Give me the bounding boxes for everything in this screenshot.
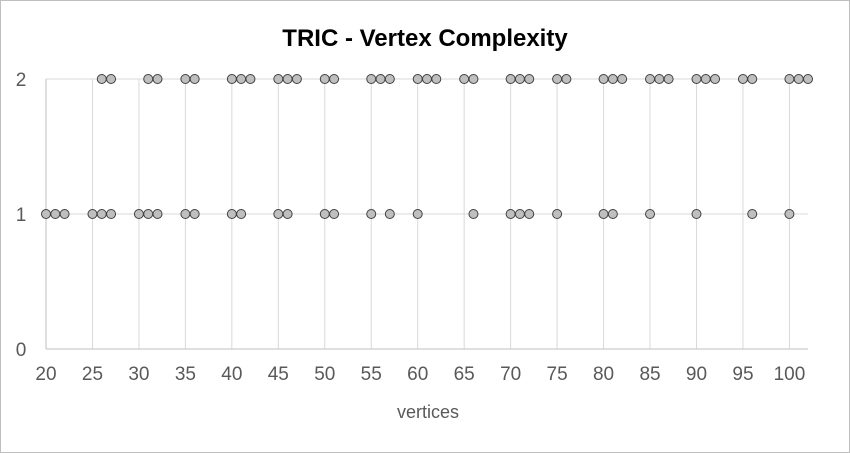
x-tick-label: 90 bbox=[686, 364, 707, 385]
data-point bbox=[747, 74, 758, 84]
data-point bbox=[645, 74, 656, 84]
x-tick-label: 60 bbox=[407, 364, 428, 385]
x-tick-label: 25 bbox=[82, 364, 103, 385]
data-point bbox=[282, 74, 293, 84]
data-point bbox=[319, 74, 330, 84]
x-tick-label: 100 bbox=[774, 364, 806, 385]
x-tick-label: 20 bbox=[35, 364, 56, 385]
data-point bbox=[180, 74, 191, 84]
data-point bbox=[226, 209, 237, 219]
y-tick-label: 0 bbox=[16, 340, 27, 361]
data-point bbox=[700, 74, 711, 84]
data-point bbox=[691, 209, 702, 219]
data-point bbox=[793, 74, 804, 84]
data-point bbox=[59, 209, 70, 219]
data-point bbox=[133, 209, 144, 219]
data-point bbox=[366, 209, 377, 219]
data-point bbox=[41, 209, 51, 219]
x-tick-label: 95 bbox=[732, 364, 753, 385]
data-point bbox=[106, 209, 117, 219]
data-point bbox=[329, 209, 340, 219]
x-tick-label: 55 bbox=[361, 364, 382, 385]
data-point bbox=[329, 74, 340, 84]
data-point bbox=[180, 209, 191, 219]
data-point bbox=[226, 74, 237, 84]
data-point bbox=[375, 74, 386, 84]
data-point bbox=[245, 74, 256, 84]
y-tick-label: 2 bbox=[16, 70, 27, 91]
data-point bbox=[598, 209, 609, 219]
data-point bbox=[607, 209, 618, 219]
data-point bbox=[524, 209, 535, 219]
data-point bbox=[784, 74, 795, 84]
data-point bbox=[106, 74, 117, 84]
data-point bbox=[366, 74, 377, 84]
x-tick-label: 45 bbox=[268, 364, 289, 385]
data-point bbox=[552, 209, 563, 219]
data-point bbox=[561, 74, 572, 84]
data-point bbox=[654, 74, 665, 84]
x-axis-label: vertices bbox=[397, 402, 459, 422]
data-point bbox=[236, 74, 247, 84]
data-point bbox=[319, 209, 330, 219]
data-point bbox=[384, 74, 395, 84]
data-point bbox=[412, 74, 423, 84]
point-layer bbox=[41, 74, 813, 219]
data-point bbox=[598, 74, 609, 84]
data-point bbox=[514, 209, 525, 219]
data-point bbox=[273, 74, 284, 84]
data-point bbox=[784, 209, 795, 219]
data-point bbox=[384, 209, 395, 219]
data-point bbox=[50, 209, 61, 219]
data-point bbox=[422, 74, 432, 84]
data-point bbox=[143, 209, 154, 219]
data-point bbox=[291, 74, 302, 84]
data-point bbox=[747, 209, 758, 219]
data-point bbox=[710, 74, 721, 84]
x-tick-label: 85 bbox=[639, 364, 660, 385]
data-point bbox=[468, 209, 479, 219]
data-point bbox=[607, 74, 618, 84]
data-point bbox=[189, 209, 200, 219]
data-point bbox=[691, 74, 702, 84]
data-point bbox=[87, 209, 98, 219]
x-tick-label: 30 bbox=[128, 364, 149, 385]
data-point bbox=[152, 209, 163, 219]
x-tick-label: 40 bbox=[221, 364, 242, 385]
x-tick-label: 80 bbox=[593, 364, 614, 385]
chart-title: TRIC - Vertex Complexity bbox=[282, 25, 568, 52]
data-point bbox=[552, 74, 563, 84]
data-point bbox=[96, 209, 107, 219]
data-point bbox=[505, 74, 516, 84]
data-point bbox=[803, 74, 813, 84]
x-tick-label: 65 bbox=[454, 364, 475, 385]
data-point bbox=[617, 74, 628, 84]
data-point bbox=[282, 209, 293, 219]
data-point bbox=[431, 74, 442, 84]
data-point bbox=[737, 74, 748, 84]
x-tick-label: 35 bbox=[175, 364, 196, 385]
data-point bbox=[524, 74, 535, 84]
x-tick-label: 50 bbox=[314, 364, 335, 385]
data-point bbox=[273, 209, 284, 219]
data-point bbox=[645, 209, 656, 219]
data-point bbox=[96, 74, 107, 84]
data-point bbox=[143, 74, 154, 84]
data-point bbox=[505, 209, 516, 219]
y-tick-label: 1 bbox=[16, 205, 27, 226]
x-tick-label: 75 bbox=[547, 364, 568, 385]
data-point bbox=[412, 209, 423, 219]
x-tick-label: 70 bbox=[500, 364, 521, 385]
data-point bbox=[468, 74, 479, 84]
data-point bbox=[514, 74, 525, 84]
data-point bbox=[152, 74, 163, 84]
tick-layer: 20 25 30 35 40 45 50 55 60 65 70 75 80 85 90 95 100 0 1 2 bbox=[16, 70, 806, 385]
data-point bbox=[459, 74, 470, 84]
data-point bbox=[663, 74, 674, 84]
data-point bbox=[236, 209, 247, 219]
data-point bbox=[189, 74, 200, 84]
